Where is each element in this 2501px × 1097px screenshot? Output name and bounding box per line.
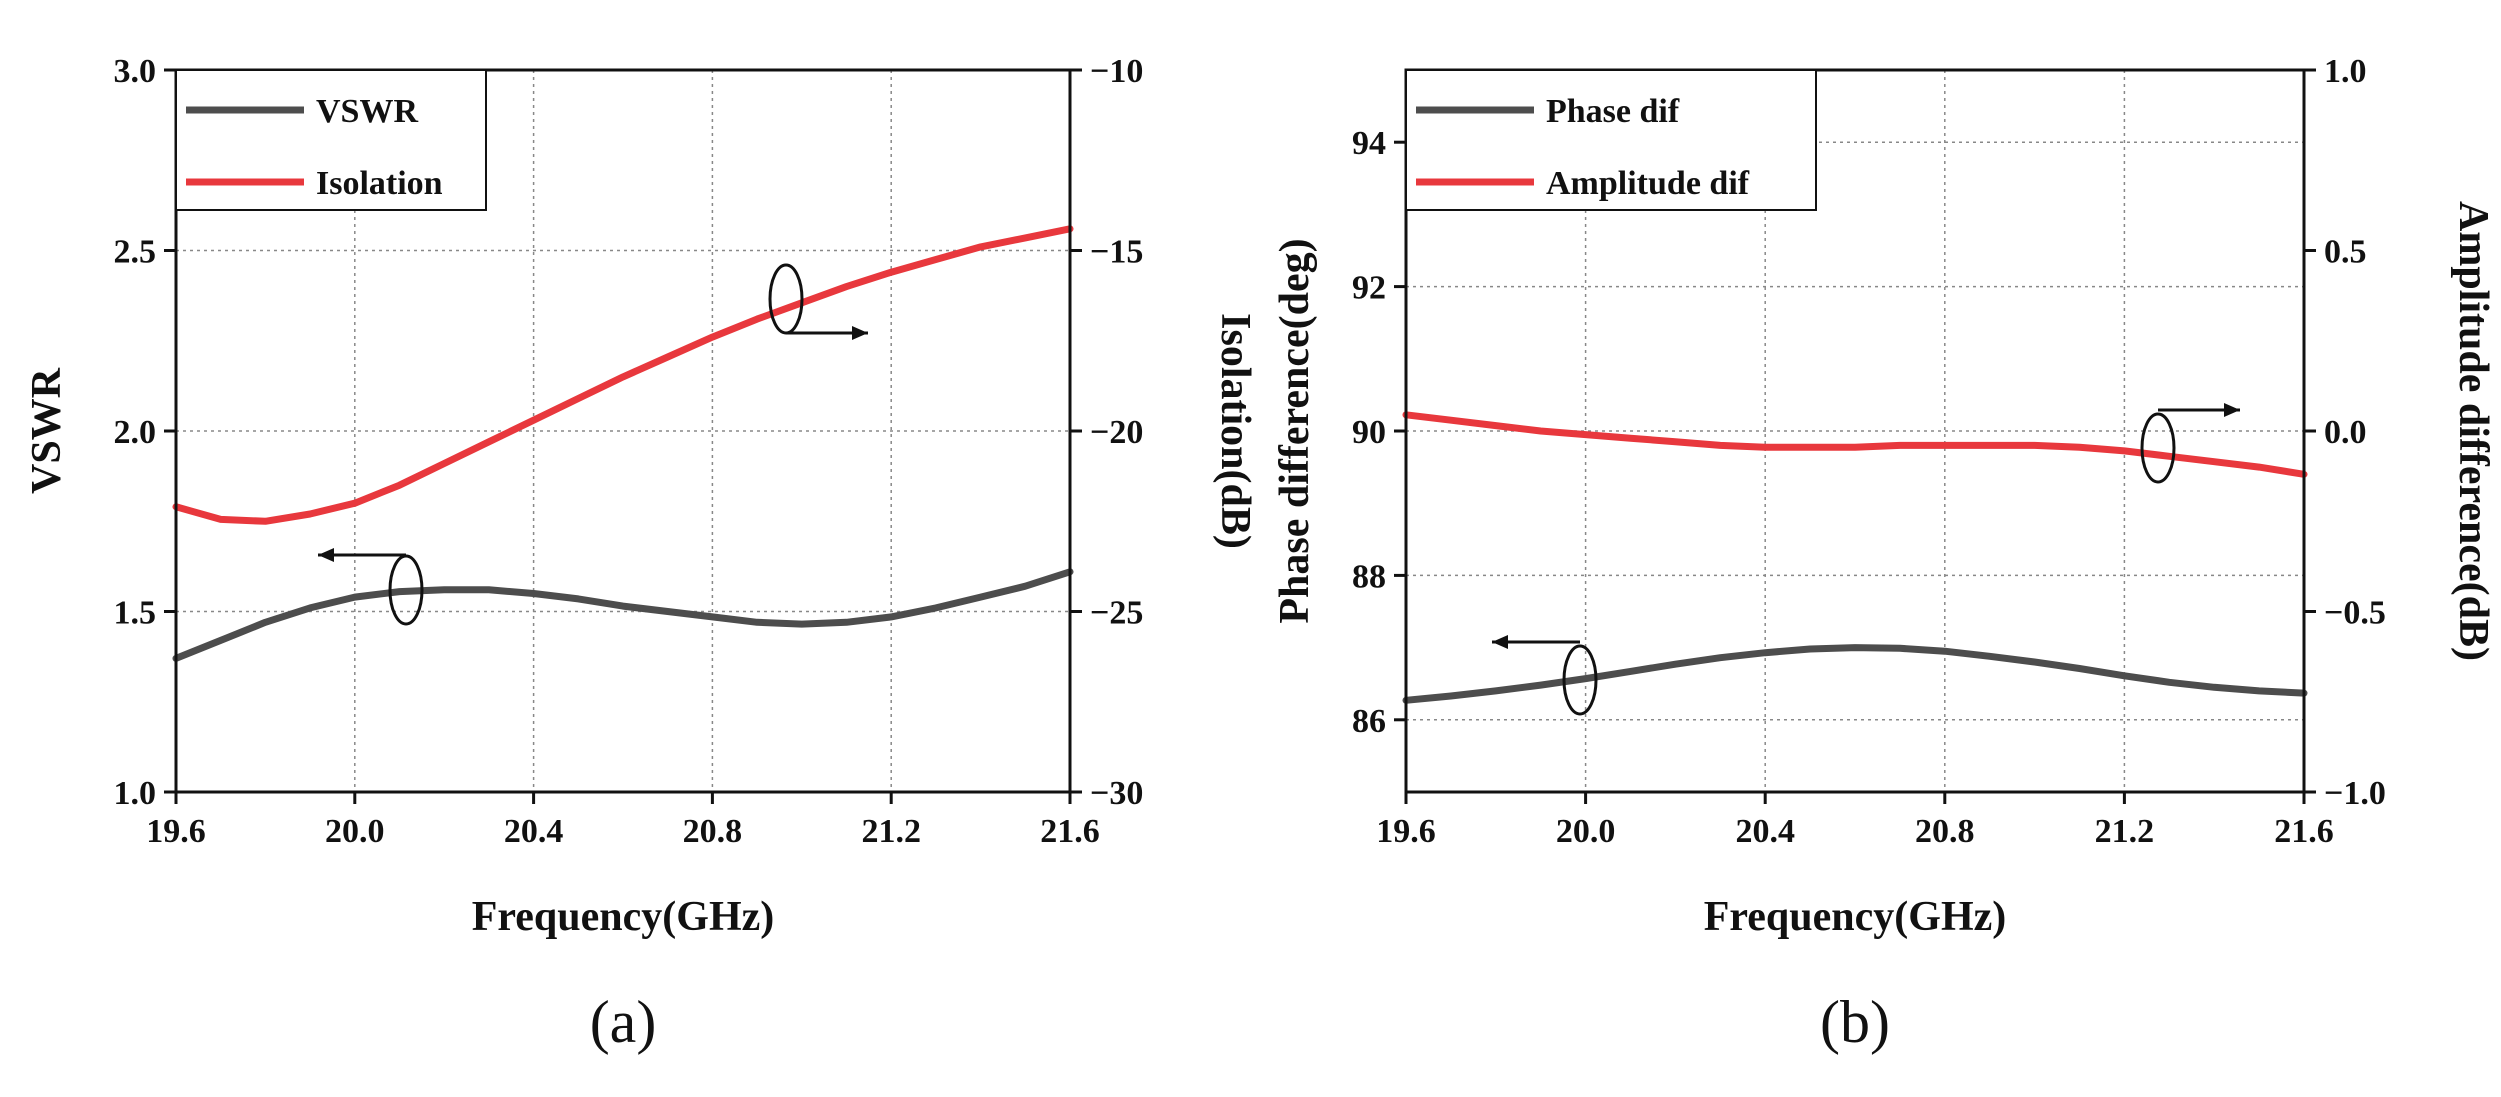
y-tick-label-left: 1.5 — [114, 595, 157, 632]
legend-label: Amplitude dif — [1546, 165, 1750, 202]
y-axis-label-right-b: Amplitude difference(dB) — [2450, 201, 2496, 661]
annotation-ellipse — [1562, 644, 1598, 716]
y-tick-label-right: −1.0 — [2324, 775, 2386, 812]
annotation-arrow-head — [318, 548, 334, 562]
y-axis-label-left-a: VSWR — [24, 367, 70, 494]
y-tick-label-right: −30 — [1090, 775, 1143, 812]
y-tick-label-right: −15 — [1090, 234, 1143, 271]
y-tick-label-left: 88 — [1352, 558, 1386, 595]
annotation-arrow-head — [852, 326, 868, 340]
series-line-phase-dif — [1402, 644, 2308, 704]
panel-a: 19.6 20.0 20.4 20.8 21.2 21.6 1.0 1.5 2.0 2.5 3.0 −… — [24, 53, 1258, 1055]
y-tick-label-right: 0.0 — [2324, 414, 2367, 451]
legend-box — [1405, 69, 1817, 211]
y-tick-label-right: 0.5 — [2324, 234, 2367, 271]
y-tick-label-left: 2.5 — [114, 234, 157, 271]
series-line-amplitude-dif — [1402, 411, 2308, 478]
series-line-isolation — [172, 225, 1074, 525]
y-tick-label-right: −10 — [1090, 53, 1143, 90]
y-tick-label-left: 94 — [1352, 125, 1386, 162]
y-tick-label-right: −20 — [1090, 414, 1143, 451]
y-tick-label-left: 86 — [1352, 703, 1386, 740]
x-axis-label-a: Frequency(GHz) — [472, 894, 775, 940]
legend-label: Isolation — [316, 165, 443, 202]
annotation-ellipse — [768, 263, 804, 335]
y-tick-label-left: 2.0 — [114, 414, 157, 451]
y-tick-label-left: 3.0 — [114, 53, 157, 90]
x-tick-label: 20.4 — [504, 813, 564, 850]
y-axis-label-right-a: Isolation(dB) — [1212, 313, 1258, 549]
x-tick-label: 20.4 — [1735, 813, 1795, 850]
annotation-arrow-head — [2224, 403, 2240, 417]
legend-label: Phase dif — [1546, 93, 1680, 130]
y-tick-label-right: −25 — [1090, 595, 1143, 632]
y-tick-label-left: 90 — [1352, 414, 1386, 451]
panel-b: 19.6 20.0 20.4 20.8 21.2 21.6 86 88 90 92 94 −1.0 −0… — [1272, 53, 2496, 1055]
y-tick-label-left: 1.0 — [114, 775, 157, 812]
x-tick-label: 20.8 — [1915, 813, 1975, 850]
y-tick-label-left: 92 — [1352, 270, 1386, 307]
annotation-ellipse — [2140, 412, 2176, 484]
x-tick-label: 21.6 — [1040, 813, 1100, 850]
x-tick-label: 21.2 — [861, 813, 921, 850]
x-axis-label-b: Frequency(GHz) — [1704, 894, 2007, 940]
legend-label: VSWR — [316, 93, 418, 130]
legend-box — [175, 69, 487, 211]
x-tick-label: 20.0 — [1556, 813, 1616, 850]
series-line-vswr — [172, 568, 1074, 662]
x-tick-label: 20.0 — [325, 813, 385, 850]
x-tick-label: 21.6 — [2274, 813, 2334, 850]
caption-a: (a) — [590, 989, 657, 1055]
y-tick-label-right: −0.5 — [2324, 595, 2386, 632]
caption-b: (b) — [1820, 989, 1890, 1055]
y-axis-label-left-b: Phase difference(deg) — [1272, 238, 1318, 623]
y-tick-label-right: 1.0 — [2324, 53, 2367, 90]
x-tick-label: 19.6 — [1376, 813, 1436, 850]
annotation-arrow-head — [1492, 635, 1508, 649]
x-tick-label: 20.8 — [683, 813, 743, 850]
x-tick-label: 21.2 — [2095, 813, 2155, 850]
x-tick-label: 19.6 — [146, 813, 206, 850]
